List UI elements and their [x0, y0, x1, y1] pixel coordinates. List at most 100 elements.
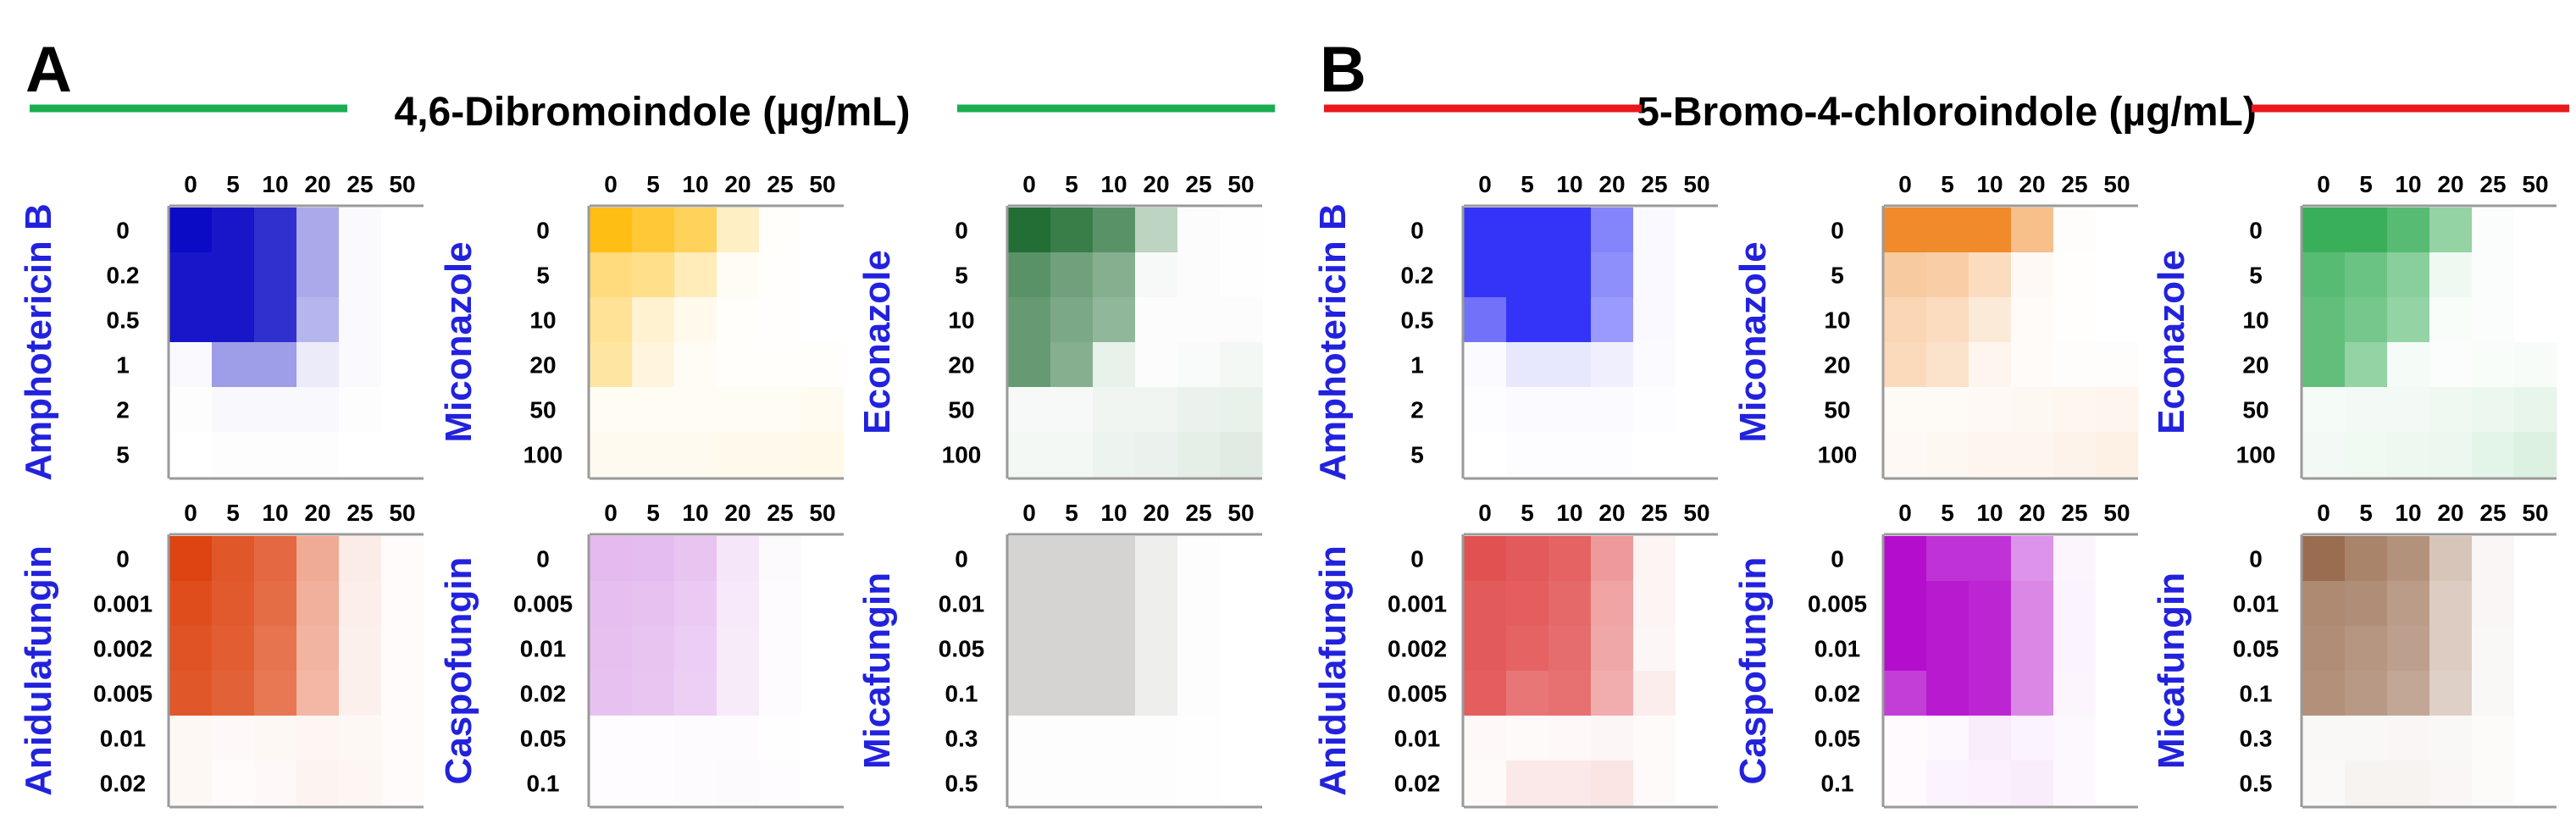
heatmap-cell: [2345, 760, 2388, 806]
y-tick-label: 0.02: [100, 771, 147, 797]
heatmap-cell: [2302, 207, 2346, 253]
heatmap-cell: [1220, 387, 1263, 433]
y-tick-label: 20: [529, 352, 556, 379]
x-tick-label: 20: [2437, 500, 2463, 526]
y-tick-label: 0.05: [2233, 636, 2280, 662]
heatmap-miconazole: 0 5 10 20 25 50 0 5 10 20 50 100 Miconazole: [438, 171, 845, 480]
compound-title: 4,6-Dibromoindole (µg/mL): [395, 90, 911, 135]
heatmap-cell: [2302, 671, 2346, 716]
heatmap-cell: [2011, 760, 2054, 806]
heatmap-cell: [1220, 297, 1263, 343]
heatmap-cell: [339, 252, 382, 298]
heatmap-cell: [254, 626, 297, 672]
heatmap-cell: [2053, 760, 2097, 806]
heatmap-cell: [1969, 581, 2012, 627]
panel-letter: B: [1320, 34, 1366, 106]
heatmap-cell: [1884, 207, 1927, 253]
x-tick-label: 50: [2522, 500, 2548, 526]
y-tick-label: 5: [116, 442, 130, 468]
heatmap-cell: [1676, 536, 1719, 582]
x-tick-label: 5: [226, 171, 240, 197]
heatmap-cell: [1676, 252, 1719, 298]
heatmap-cell: [1008, 432, 1051, 478]
x-tick-label: 20: [2019, 171, 2045, 197]
heatmap-cell: [2011, 252, 2054, 298]
heatmap-cell: [2011, 626, 2054, 672]
heatmap-cell: [381, 432, 424, 478]
heatmap-cell: [1591, 387, 1634, 433]
heatmap-cell: [801, 207, 845, 253]
heatmap-cell: [2429, 432, 2473, 478]
heatmap-cell: [1591, 581, 1634, 627]
y-tick-label: 50: [529, 397, 556, 423]
drug-label: Caspofungin: [438, 557, 479, 785]
heatmap-cell: [381, 207, 424, 253]
heatmap-cell: [2096, 671, 2139, 716]
heatmap-cell: [1008, 207, 1051, 253]
heatmap-cell: [1177, 432, 1221, 478]
heatmap-cell: [717, 387, 760, 433]
x-tick-label: 20: [724, 500, 751, 526]
heatmap-cell: [759, 387, 802, 433]
y-tick-label: 0.01: [1394, 726, 1441, 752]
x-tick-label: 0: [1898, 171, 1912, 197]
heatmap-cell: [759, 716, 802, 761]
heatmap-cell: [212, 297, 255, 343]
heatmap-cell: [674, 626, 717, 672]
heatmap-cell: [674, 581, 717, 627]
y-tick-label: 2: [116, 397, 130, 423]
heatmap-cell: [1926, 716, 1969, 761]
heatmap-caspofungin: 0 5 10 20 25 50 0 0.005 0.01 0.02 0.05 0.1 Caspofung…: [438, 500, 845, 809]
heatmap-cell: [296, 716, 340, 761]
heatmap-cell: [1633, 297, 1676, 343]
panel-letter: A: [25, 34, 72, 106]
heatmap-cell: [2345, 342, 2388, 388]
heatmap-cell: [801, 432, 845, 478]
heatmap-cell: [169, 207, 213, 253]
compound-title: 5-Bromo-4-chloroindole (µg/mL): [1637, 90, 2257, 135]
heatmap-cell: [296, 536, 340, 582]
heatmap-cell: [2514, 671, 2557, 716]
heatmap-cell: [674, 387, 717, 433]
y-tick-label: 0.5: [107, 307, 140, 334]
heatmap-cell: [2387, 432, 2430, 478]
heatmap-cell: [1464, 342, 1507, 388]
heatmap-cell: [1135, 671, 1178, 716]
heatmap-cell: [759, 342, 802, 388]
x-tick-label: 5: [646, 500, 660, 526]
heatmap-miconazole: 0 5 10 20 25 50 0 5 10 20 50 100 Miconazole: [1732, 171, 2139, 480]
heatmap-cell: [2387, 536, 2430, 582]
y-tick-label: 0.5: [1401, 307, 1434, 334]
heatmap-cell: [1220, 626, 1263, 672]
heatmap-cell: [1548, 342, 1592, 388]
y-tick-label: 0: [1410, 546, 1424, 572]
heatmap-cell: [1050, 432, 1094, 478]
heatmap-cell: [1676, 760, 1719, 806]
heatmap-cell: [2345, 536, 2388, 582]
heatmap-cell: [339, 432, 382, 478]
heatmap-cell: [2387, 716, 2430, 761]
y-tick-label: 0.02: [1814, 681, 1861, 707]
heatmap-cell: [296, 432, 340, 478]
x-tick-label: 5: [1941, 171, 1954, 197]
heatmap-cell: [2387, 297, 2430, 343]
x-tick-label: 25: [1641, 500, 1667, 526]
heatmap-cell: [717, 207, 760, 253]
heatmap-cell: [1884, 536, 1927, 582]
heatmap-cell: [590, 536, 633, 582]
x-tick-label: 25: [1185, 500, 1211, 526]
heatmap-econazole: 0 5 10 20 25 50 0 5 10 20 50 100 Econazole: [2151, 171, 2557, 480]
heatmap-cell: [2011, 536, 2054, 582]
heatmap-cell: [169, 297, 213, 343]
y-tick-label: 0: [536, 218, 550, 244]
y-tick-label: 0.5: [945, 771, 978, 797]
heatmap-cell: [1676, 387, 1719, 433]
heatmap-cell: [2096, 342, 2139, 388]
heatmap-cell: [339, 671, 382, 716]
heatmap-cell: [212, 716, 255, 761]
heatmap-cell: [1464, 626, 1507, 672]
heatmap-cell: [717, 342, 760, 388]
heatmap-cell: [254, 760, 297, 806]
y-tick-label: 0.01: [1814, 636, 1861, 662]
heatmap-cell: [1591, 536, 1634, 582]
